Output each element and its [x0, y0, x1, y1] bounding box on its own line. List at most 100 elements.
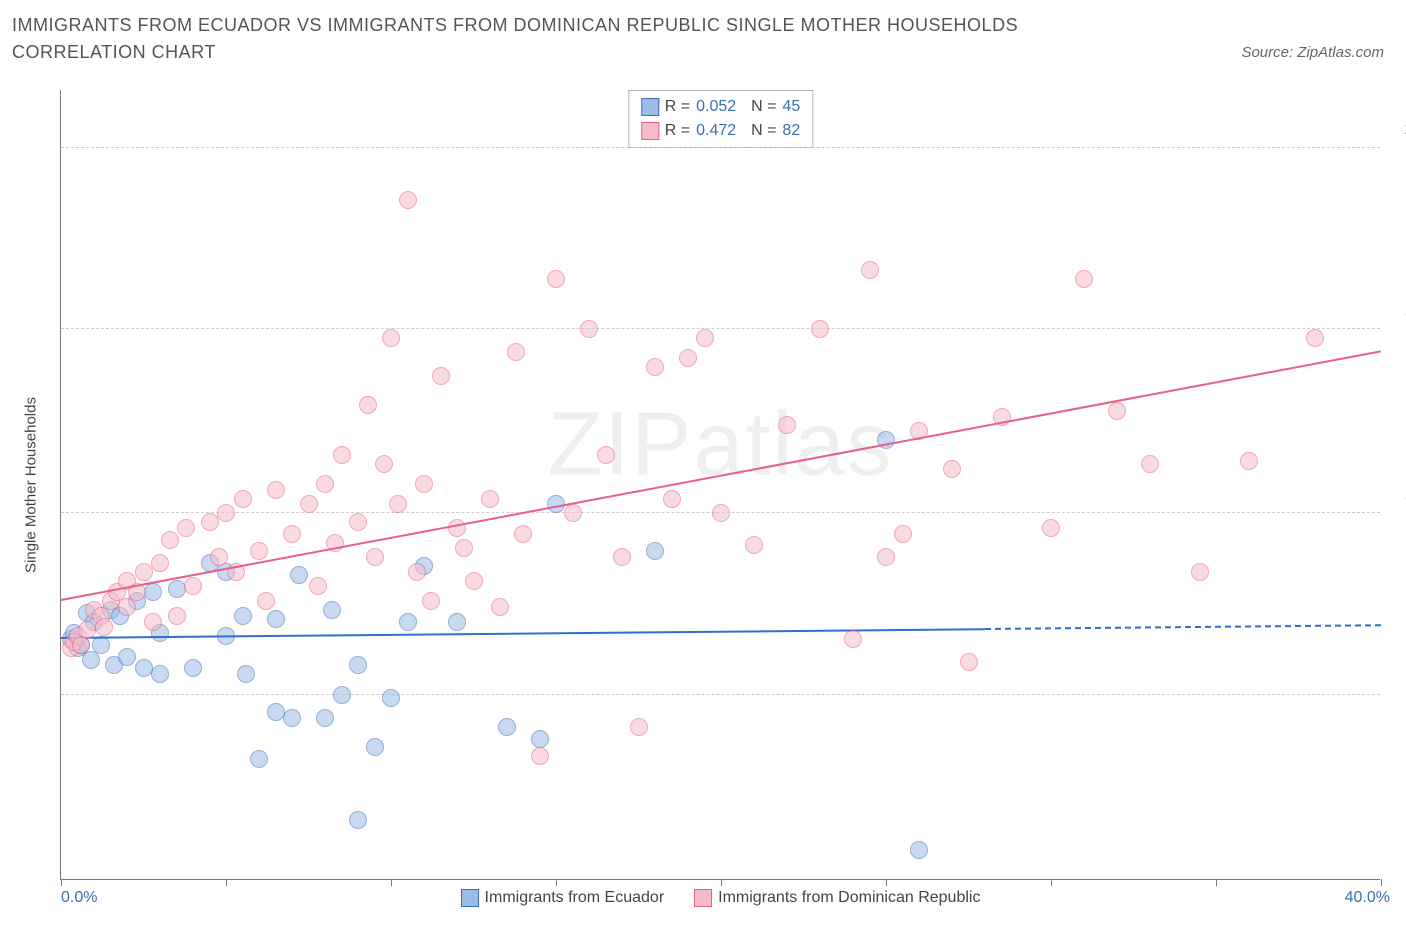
data-point-dominican	[613, 548, 631, 566]
legend-swatch-ecuador	[461, 889, 479, 907]
data-point-dominican	[745, 536, 763, 554]
data-point-dominican	[210, 548, 228, 566]
data-point-dominican	[877, 548, 895, 566]
data-point-dominican	[811, 320, 829, 338]
n-value-ecuador: 45	[782, 95, 800, 119]
r-value-dominican: 0.472	[696, 119, 736, 143]
data-point-ecuador	[184, 659, 202, 677]
data-point-dominican	[95, 618, 113, 636]
data-point-dominican	[547, 270, 565, 288]
data-point-ecuador	[283, 709, 301, 727]
data-point-dominican	[455, 539, 473, 557]
y-tick-label: 18.8%	[1390, 302, 1406, 320]
legend-item-dominican: Immigrants from Dominican Republic	[694, 889, 980, 907]
data-point-ecuador	[250, 750, 268, 768]
data-point-dominican	[564, 504, 582, 522]
data-point-dominican	[316, 475, 334, 493]
data-point-ecuador	[646, 542, 664, 560]
x-axis-min-label: 0.0%	[61, 889, 97, 907]
data-point-ecuador	[135, 659, 153, 677]
stats-row-ecuador: R = 0.052 N = 45	[641, 95, 800, 119]
data-point-dominican	[448, 519, 466, 537]
data-point-dominican	[250, 542, 268, 560]
watermark: ZIPatlas	[547, 394, 893, 497]
data-point-dominican	[481, 490, 499, 508]
data-point-dominican	[168, 607, 186, 625]
data-point-dominican	[333, 446, 351, 464]
data-point-dominican	[580, 320, 598, 338]
trend-line-dash-ecuador	[985, 625, 1381, 631]
data-point-dominican	[531, 747, 549, 765]
data-point-ecuador	[323, 601, 341, 619]
x-tick	[226, 879, 227, 886]
data-point-dominican	[267, 481, 285, 499]
data-point-ecuador	[144, 583, 162, 601]
x-axis-max-label: 40.0%	[1345, 889, 1390, 907]
data-point-ecuador	[333, 686, 351, 704]
data-point-dominican	[349, 513, 367, 531]
data-point-dominican	[696, 329, 714, 347]
y-tick-label: 25.0%	[1390, 121, 1406, 139]
gridline	[61, 694, 1380, 695]
data-point-ecuador	[290, 566, 308, 584]
data-point-dominican	[844, 630, 862, 648]
x-tick	[1051, 879, 1052, 886]
data-point-dominican	[630, 718, 648, 736]
swatch-ecuador	[641, 98, 659, 116]
data-point-dominican	[712, 504, 730, 522]
data-point-ecuador	[118, 648, 136, 666]
data-point-ecuador	[316, 709, 334, 727]
data-point-dominican	[78, 621, 96, 639]
data-point-dominican	[1141, 455, 1159, 473]
data-point-dominican	[135, 563, 153, 581]
x-tick	[1381, 879, 1382, 886]
data-point-ecuador	[267, 703, 285, 721]
data-point-ecuador	[910, 841, 928, 859]
data-point-dominican	[597, 446, 615, 464]
x-tick	[61, 879, 62, 886]
data-point-dominican	[257, 592, 275, 610]
data-point-ecuador	[151, 665, 169, 683]
legend-swatch-dominican	[694, 889, 712, 907]
stats-box: R = 0.052 N = 45 R = 0.472 N = 82	[628, 90, 813, 148]
data-point-dominican	[679, 349, 697, 367]
data-point-ecuador	[267, 610, 285, 628]
data-point-dominican	[491, 598, 509, 616]
data-point-dominican	[960, 653, 978, 671]
r-value-ecuador: 0.052	[696, 95, 736, 119]
y-tick-label: 6.3%	[1390, 668, 1406, 686]
data-point-dominican	[1306, 329, 1324, 347]
data-point-dominican	[359, 396, 377, 414]
y-tick-label: 12.5%	[1390, 486, 1406, 504]
data-point-dominican	[422, 592, 440, 610]
data-point-dominican	[389, 495, 407, 513]
data-point-ecuador	[349, 656, 367, 674]
data-point-ecuador	[237, 665, 255, 683]
data-point-dominican	[432, 367, 450, 385]
x-tick	[556, 879, 557, 886]
data-point-dominican	[943, 460, 961, 478]
data-point-dominican	[283, 525, 301, 543]
legend: Immigrants from Ecuador Immigrants from …	[461, 889, 981, 907]
data-point-dominican	[234, 490, 252, 508]
data-point-ecuador	[349, 811, 367, 829]
data-point-dominican	[217, 504, 235, 522]
source-attribution: Source: ZipAtlas.com	[1241, 44, 1384, 61]
data-point-dominican	[894, 525, 912, 543]
plot-area: ZIPatlas Single Mother Households 0.0% 4…	[60, 90, 1380, 880]
data-point-dominican	[778, 416, 796, 434]
legend-label-ecuador: Immigrants from Ecuador	[485, 889, 665, 907]
data-point-dominican	[161, 531, 179, 549]
data-point-dominican	[382, 329, 400, 347]
gridline	[61, 147, 1380, 148]
data-point-dominican	[309, 577, 327, 595]
x-tick	[721, 879, 722, 886]
data-point-dominican	[375, 455, 393, 473]
data-point-dominican	[144, 613, 162, 631]
data-point-dominican	[1075, 270, 1093, 288]
n-value-dominican: 82	[782, 119, 800, 143]
x-tick	[886, 879, 887, 886]
x-tick	[391, 879, 392, 886]
data-point-dominican	[663, 490, 681, 508]
data-point-dominican	[1108, 402, 1126, 420]
